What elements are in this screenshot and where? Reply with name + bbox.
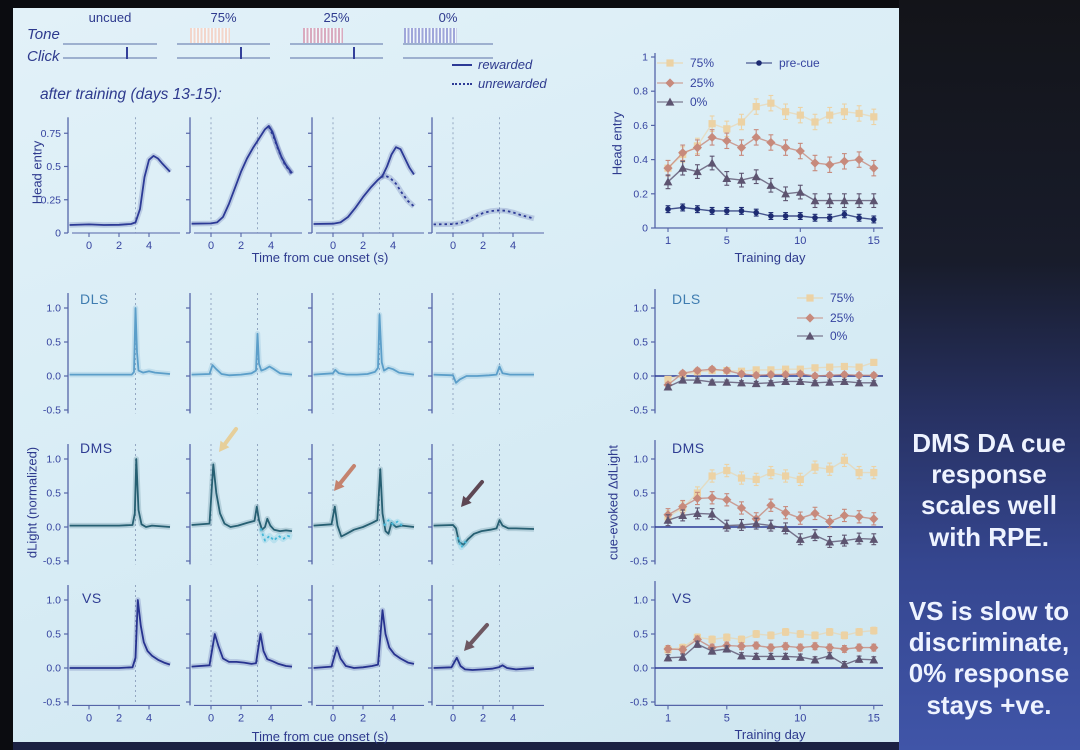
- solid-line-sample: [452, 63, 472, 66]
- stim-col-label-2: 25%: [323, 10, 350, 25]
- stim-col-label-3: 0%: [438, 10, 458, 25]
- click-tick: [240, 47, 242, 59]
- click-tick: [126, 47, 128, 59]
- slide-bottom-edge: [13, 742, 899, 750]
- legend-unrewarded-label: unrewarded: [478, 76, 547, 91]
- click-line: [63, 57, 157, 59]
- xlabel-time-top: Time from cue onset (s): [251, 250, 389, 265]
- tone-line: [177, 43, 270, 45]
- region-label-vs-left: VS: [82, 590, 102, 606]
- tone-stimulus-block: [404, 28, 457, 43]
- tone-line: [403, 43, 493, 45]
- after-training-title: after training (days 13-15):: [40, 86, 222, 103]
- region-label-dms-left: DMS: [80, 440, 113, 456]
- legend-unrewarded: unrewarded: [452, 76, 547, 91]
- region-label-vs-right: VS: [672, 590, 692, 606]
- tone-stimulus-block: [190, 28, 230, 43]
- tone-line: [290, 43, 383, 45]
- note-dms-rpe: DMS DA cue response scales well with RPE…: [912, 428, 1066, 552]
- tone-line: [63, 43, 157, 45]
- ylabel-head-entry-left: Head entry: [29, 140, 45, 205]
- region-label-dls-right: DLS: [672, 291, 701, 307]
- click-line: [290, 57, 383, 59]
- click-row-label: Click: [27, 48, 60, 65]
- xlabel-time-bottom: Time from cue onset (s): [251, 729, 389, 744]
- tone-row-label: Tone: [27, 26, 60, 43]
- stim-col-label-0: uncued: [88, 10, 132, 25]
- xlabel-training-day-bottom: Training day: [734, 727, 806, 742]
- slide-panel: [13, 8, 899, 742]
- click-line: [403, 57, 493, 59]
- legend-rewarded-label: rewarded: [478, 57, 533, 72]
- click-line: [177, 57, 270, 59]
- dotted-line-sample: [452, 82, 472, 85]
- ylabel-dlight-normalized: dLight (normalized): [24, 446, 40, 559]
- ylabel-head-entry-right: Head entry: [609, 111, 625, 176]
- xlabel-training-day-top: Training day: [734, 250, 806, 265]
- region-label-dms-right: DMS: [672, 440, 705, 456]
- right-gradient-panel: DMS DA cue response scales well with RPE…: [899, 0, 1080, 750]
- stim-col-label-1: 75%: [210, 10, 237, 25]
- region-label-dls-left: DLS: [80, 291, 109, 307]
- legend-rewarded: rewarded: [452, 57, 532, 72]
- ylabel-cue-evoked-dlight: cue-evoked ΔdLight: [605, 445, 621, 560]
- note-vs-slow: VS is slow to discriminate, 0% response …: [908, 596, 1070, 720]
- click-tick: [353, 47, 355, 59]
- tone-stimulus-block: [303, 28, 343, 43]
